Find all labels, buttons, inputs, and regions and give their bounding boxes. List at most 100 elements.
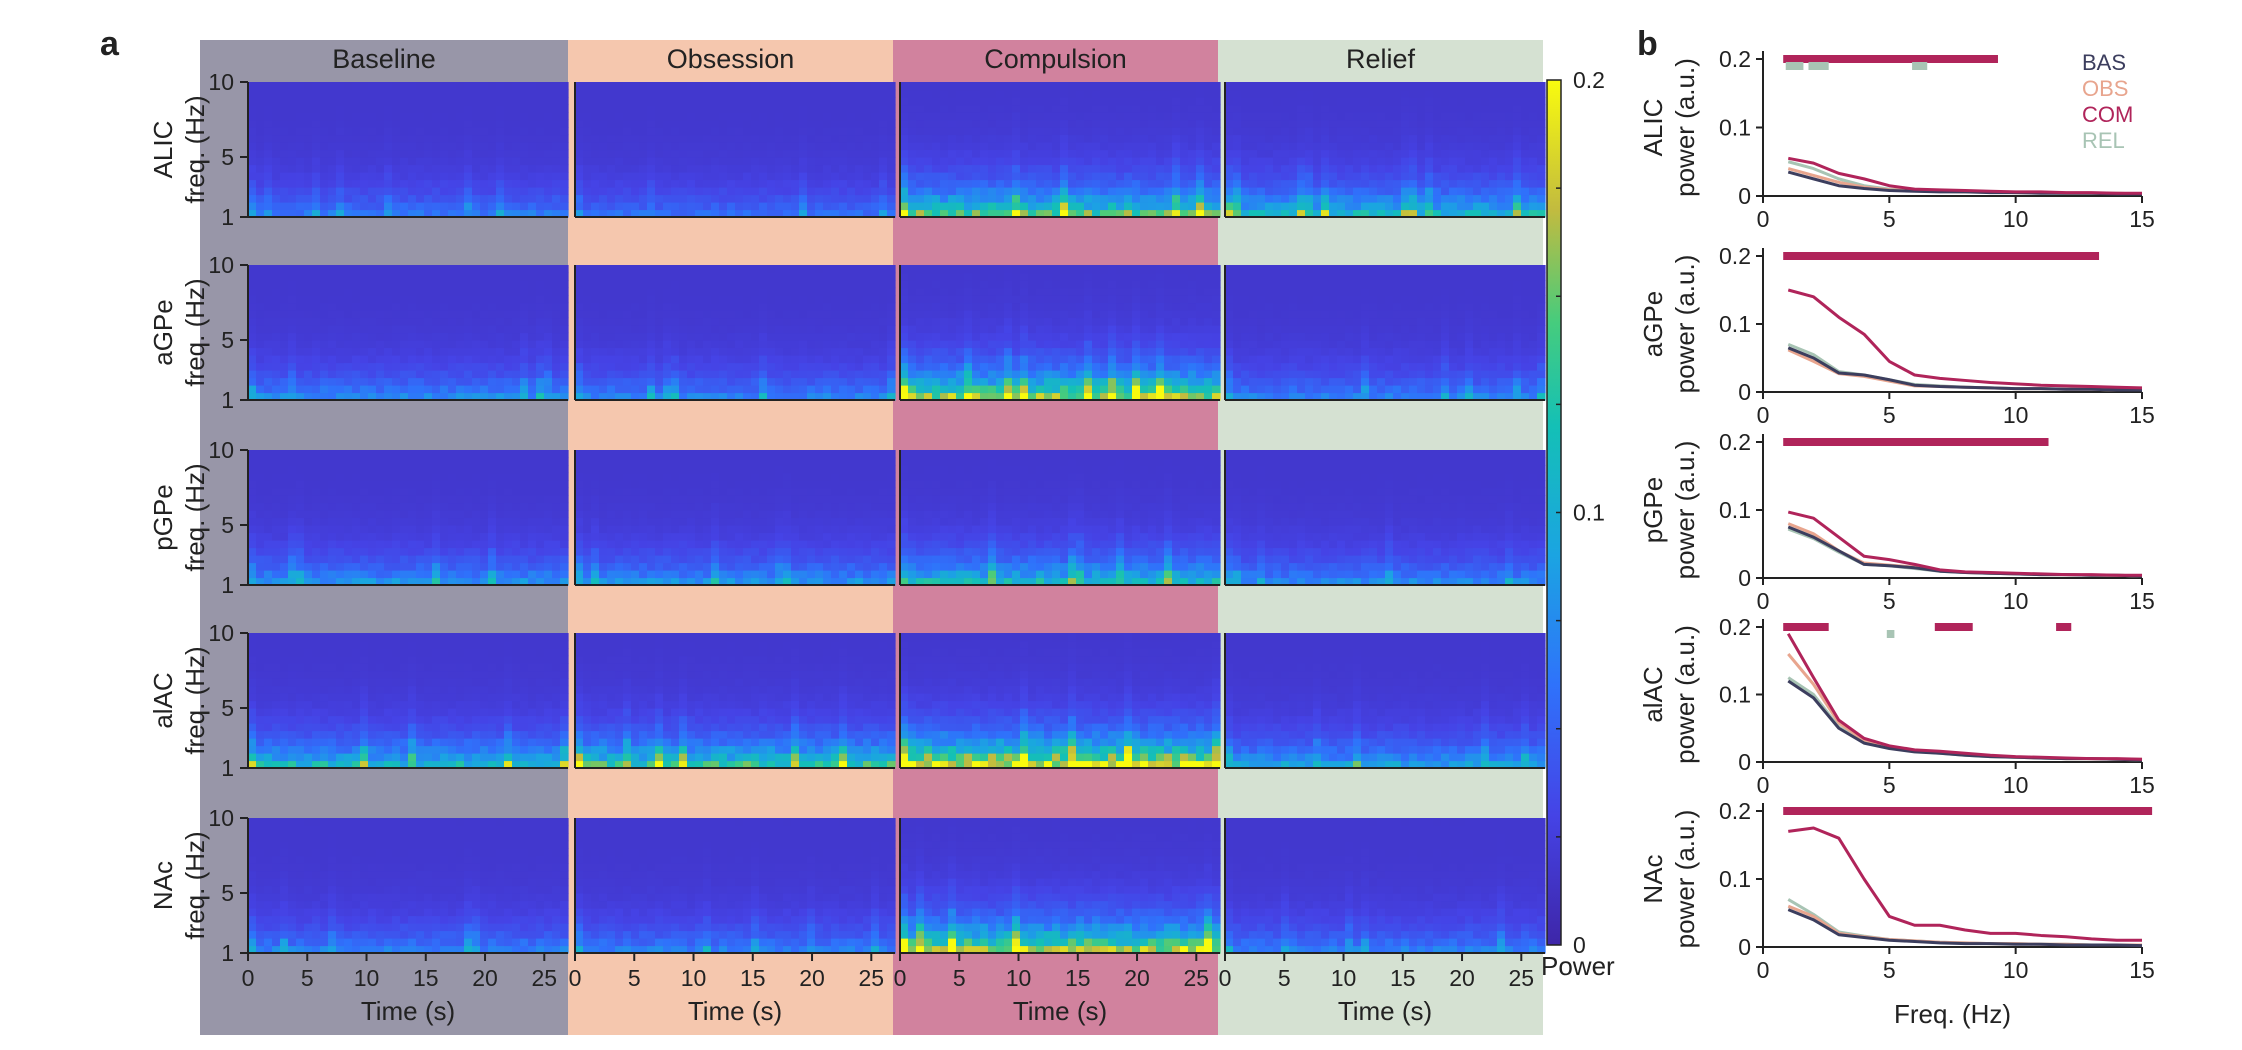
heatmap-cell bbox=[1156, 149, 1165, 158]
heatmap-cell bbox=[360, 149, 369, 158]
heatmap-cell bbox=[248, 194, 257, 203]
heatmap-cell bbox=[1172, 370, 1181, 379]
heatmap-cell bbox=[1020, 82, 1029, 91]
heatmap-cell bbox=[647, 157, 656, 166]
heatmap-cell bbox=[416, 317, 425, 326]
heatmap-cell bbox=[432, 127, 441, 136]
heatmap-cell bbox=[456, 127, 465, 136]
heatmap-cell bbox=[304, 149, 313, 158]
heatmap-cell bbox=[575, 127, 584, 136]
heatmap-cell bbox=[932, 112, 941, 121]
heatmap-cell bbox=[344, 149, 353, 158]
heatmap-cell bbox=[591, 377, 600, 386]
heatmap-cell bbox=[1108, 127, 1117, 136]
heatmap-cell bbox=[1172, 302, 1181, 311]
heatmap-cell bbox=[1265, 179, 1274, 188]
heatmap-cell bbox=[783, 187, 792, 196]
heatmap-cell bbox=[655, 310, 664, 319]
heatmap-cell bbox=[591, 385, 600, 394]
heatmap-cell bbox=[496, 385, 505, 394]
heatmap-cell bbox=[863, 295, 872, 304]
heatmap-cell bbox=[280, 134, 289, 143]
heatmap-cell bbox=[1313, 187, 1322, 196]
heatmap-cell bbox=[767, 142, 776, 151]
heatmap-cell bbox=[916, 127, 925, 136]
heatmap-cell bbox=[823, 317, 832, 326]
heatmap-cell bbox=[408, 209, 417, 218]
heatmap-cell bbox=[799, 89, 808, 98]
heatmap-cell bbox=[1068, 287, 1077, 296]
heatmap-cell bbox=[296, 187, 305, 196]
heatmap-cell bbox=[887, 332, 896, 341]
heatmap-cell bbox=[280, 209, 289, 218]
heatmap-cell bbox=[432, 134, 441, 143]
heatmap-cell bbox=[767, 332, 776, 341]
heatmap-cell bbox=[1225, 119, 1234, 128]
heatmap-cell bbox=[456, 209, 465, 218]
time-tick-label: 15 bbox=[1065, 965, 1091, 991]
heatmap-cell bbox=[647, 362, 656, 371]
heatmap-cell bbox=[847, 377, 856, 386]
heatmap-cell bbox=[799, 179, 808, 188]
heatmap-cell bbox=[1068, 164, 1077, 173]
heatmap-cell bbox=[767, 392, 776, 401]
heatmap-cell bbox=[368, 142, 377, 151]
heatmap-cell bbox=[560, 392, 569, 401]
heatmap-cell bbox=[1241, 179, 1250, 188]
heatmap-cell bbox=[791, 179, 800, 188]
heatmap-cell bbox=[536, 377, 545, 386]
heatmap-cell bbox=[480, 104, 489, 113]
heatmap-cell bbox=[815, 187, 824, 196]
heatmap-cell bbox=[948, 295, 957, 304]
heatmap-cell bbox=[1281, 187, 1290, 196]
heatmap-cell bbox=[512, 362, 521, 371]
heatmap-cell bbox=[352, 187, 361, 196]
heatmap-cell bbox=[767, 194, 776, 203]
heatmap-cell bbox=[815, 280, 824, 289]
heatmap-cell bbox=[472, 104, 481, 113]
heatmap-cell bbox=[575, 332, 584, 341]
heatmap-cell bbox=[956, 164, 965, 173]
heatmap-cell bbox=[272, 172, 281, 181]
heatmap-cell bbox=[1385, 172, 1394, 181]
heatmap-cell bbox=[879, 272, 888, 281]
heatmap-cell bbox=[384, 280, 393, 289]
heatmap-cell bbox=[1489, 164, 1498, 173]
heatmap-cell bbox=[504, 332, 513, 341]
heatmap-cell bbox=[916, 179, 925, 188]
heatmap-cell bbox=[711, 97, 720, 106]
heatmap-cell bbox=[916, 280, 925, 289]
heatmap-cell bbox=[879, 112, 888, 121]
heatmap-cell bbox=[735, 392, 744, 401]
heatmap-cell bbox=[639, 310, 648, 319]
heatmap-cell bbox=[847, 179, 856, 188]
heatmap-cell bbox=[504, 164, 513, 173]
heatmap-cell bbox=[583, 164, 592, 173]
heatmap-cell bbox=[504, 355, 513, 364]
heatmap-cell bbox=[456, 194, 465, 203]
heatmap-cell bbox=[679, 362, 688, 371]
heatmap-cell bbox=[639, 202, 648, 211]
heatmap-cell bbox=[791, 385, 800, 394]
heatmap-cell bbox=[424, 209, 433, 218]
heatmap-cell bbox=[312, 149, 321, 158]
heatmap-cell bbox=[940, 370, 949, 379]
heatmap-cell bbox=[799, 325, 808, 334]
heatmap-cell bbox=[671, 97, 680, 106]
heatmap-cell bbox=[440, 209, 449, 218]
heatmap-cell bbox=[1084, 340, 1093, 349]
heatmap-cell bbox=[863, 149, 872, 158]
heatmap-cell bbox=[972, 82, 981, 91]
time-tick-label: 0 bbox=[242, 965, 255, 991]
heatmap-cell bbox=[996, 127, 1005, 136]
heatmap-cell bbox=[1265, 149, 1274, 158]
heatmap-cell bbox=[807, 164, 816, 173]
heatmap-cell bbox=[1084, 119, 1093, 128]
heatmap-cell bbox=[512, 209, 521, 218]
heatmap-cell bbox=[512, 317, 521, 326]
heatmap-cell bbox=[304, 112, 313, 121]
heatmap-cell bbox=[304, 202, 313, 211]
heatmap-cell bbox=[1060, 347, 1069, 356]
heatmap-cell bbox=[1148, 377, 1157, 386]
heatmap-cell bbox=[1188, 89, 1197, 98]
